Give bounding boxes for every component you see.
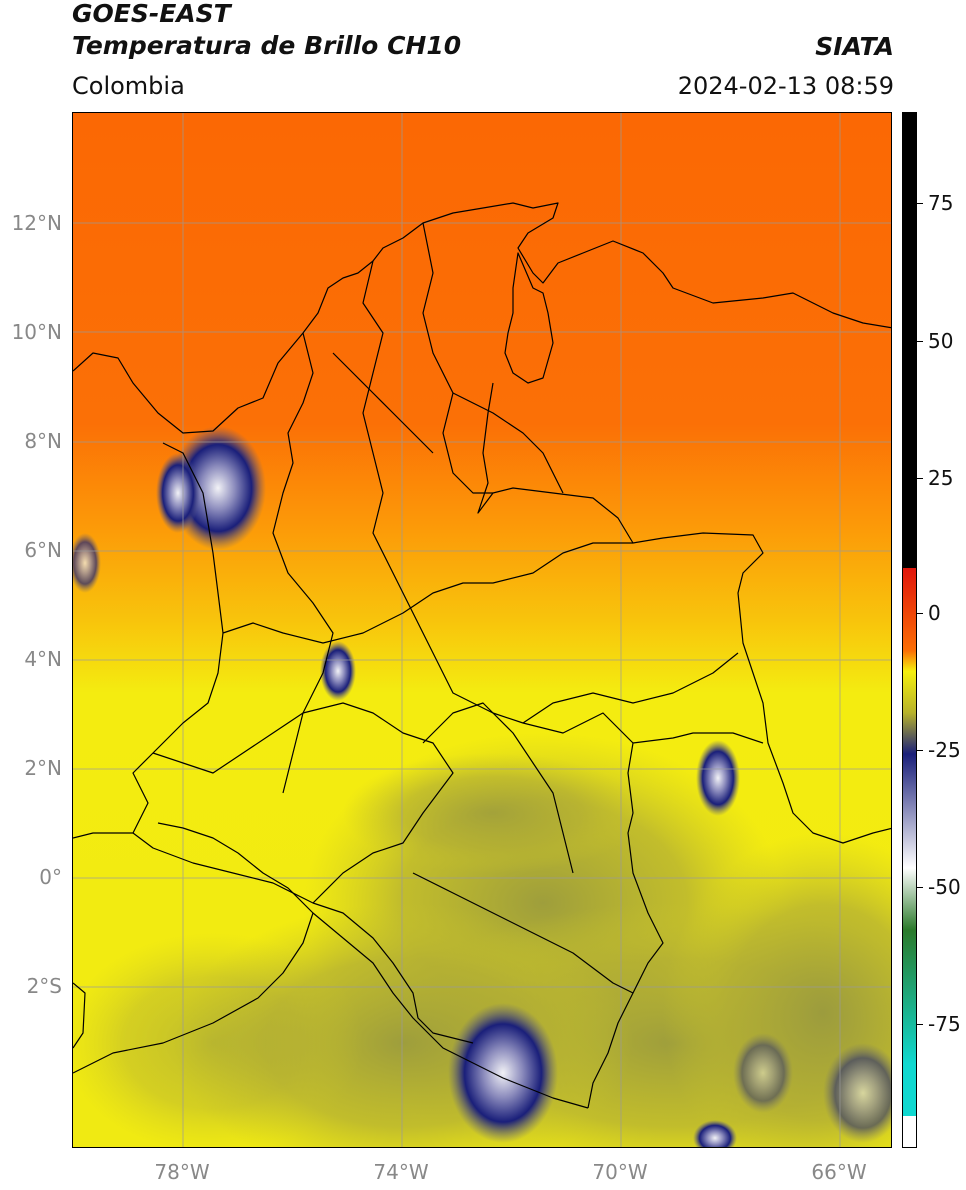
lat-label-2s: 2°S: [26, 974, 62, 998]
lat-label-12n: 12°N: [11, 211, 62, 235]
lat-label-8n: 8°N: [24, 429, 62, 453]
coastline-south: [73, 982, 86, 1049]
cold-cloud-tops: [73, 426, 891, 1147]
colorbar-label-25: 25: [928, 466, 954, 490]
lat-label-2n: 2°N: [24, 756, 62, 780]
timestamp-label: 2024-02-13 08:59: [677, 72, 894, 100]
lon-label-74w: 74°W: [373, 1160, 429, 1184]
border-colombia-ecuador: [132, 832, 474, 1044]
maracaibo-lake: [504, 252, 554, 384]
region-label: Colombia: [72, 72, 185, 100]
department-lines-7: [522, 652, 739, 724]
coastline-caribbean: [73, 202, 891, 434]
department-lines-2: [362, 260, 634, 744]
colorbar-label-minus75: -75: [928, 1012, 961, 1036]
lon-label-70w: 70°W: [592, 1160, 648, 1184]
border-colombia-brazil: [587, 732, 764, 1109]
border-colombia-venezuela: [477, 382, 891, 844]
colorbar-tick: [917, 341, 923, 342]
product-title: Temperatura de Brillo CH10: [72, 31, 462, 60]
department-lines-10: [332, 352, 434, 454]
brightness-temperature-map: [73, 113, 891, 1147]
department-lines-6: [422, 702, 574, 874]
colorbar-label-50: 50: [928, 329, 954, 353]
department-lines-5: [152, 702, 454, 904]
department-lines-9: [452, 392, 564, 494]
colorbar-tick: [917, 203, 923, 204]
border-peru-ecuador: [73, 912, 314, 1074]
colorbar: [902, 112, 917, 1148]
lat-label-4n: 4°N: [24, 647, 62, 671]
department-lines-4: [222, 542, 633, 644]
colorbar-label-75: 75: [928, 191, 954, 215]
colorbar-tick: [917, 478, 923, 479]
lon-label-66w: 66°W: [811, 1160, 867, 1184]
border-colombia-peru: [157, 822, 589, 1109]
department-lines-8: [412, 872, 634, 994]
colorbar-tick: [917, 1024, 923, 1025]
colorbar-tick: [917, 887, 923, 888]
lon-label-78w: 78°W: [154, 1160, 210, 1184]
coastline-pacific: [73, 442, 224, 839]
satellite-title: GOES-EAST: [72, 0, 231, 28]
colorbar-label-minus25: -25: [928, 738, 961, 762]
colorbar-tick: [917, 613, 923, 614]
colorbar-label-0: 0: [928, 601, 941, 625]
colorbar-tick: [917, 750, 923, 751]
map-panel[interactable]: [72, 112, 892, 1148]
graticule: [73, 113, 891, 1147]
colorbar-label-minus50: -50: [928, 875, 961, 899]
lat-label-6n: 6°N: [24, 538, 62, 562]
lat-label-10n: 10°N: [11, 320, 62, 344]
source-label: SIATA: [815, 32, 894, 61]
department-lines-1: [272, 332, 334, 794]
boundaries: [73, 202, 891, 1109]
lat-label-0: 0°: [39, 865, 62, 889]
